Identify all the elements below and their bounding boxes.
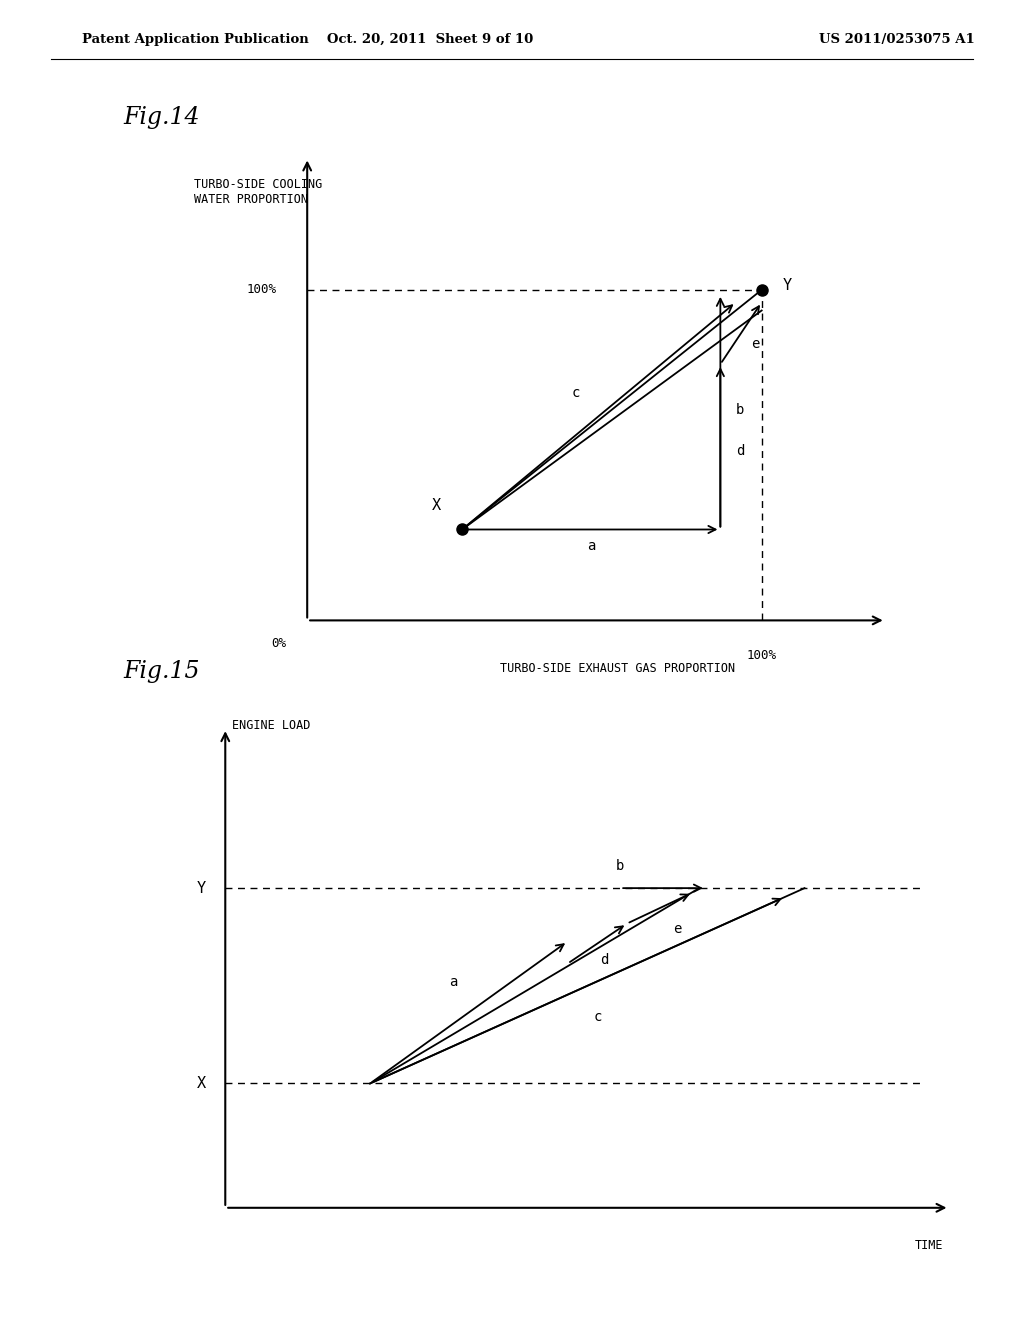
Text: TURBO-SIDE COOLING
WATER PROPORTION: TURBO-SIDE COOLING WATER PROPORTION [194, 178, 322, 206]
Text: a: a [587, 539, 595, 553]
Text: 100%: 100% [746, 649, 776, 663]
Text: US 2011/0253075 A1: US 2011/0253075 A1 [819, 33, 975, 46]
Text: 100%: 100% [246, 284, 276, 296]
Text: Y: Y [782, 279, 792, 293]
Text: c: c [594, 1010, 602, 1024]
Text: ENGINE LOAD: ENGINE LOAD [231, 719, 310, 733]
Text: e: e [752, 337, 760, 351]
Text: 0%: 0% [271, 638, 287, 649]
Text: Fig.14: Fig.14 [123, 106, 200, 128]
Text: TIME: TIME [914, 1239, 943, 1251]
Text: d: d [736, 444, 744, 458]
Text: b: b [736, 403, 744, 417]
Text: Y: Y [197, 880, 206, 895]
Text: Oct. 20, 2011  Sheet 9 of 10: Oct. 20, 2011 Sheet 9 of 10 [327, 33, 534, 46]
Text: c: c [571, 387, 580, 400]
Text: d: d [600, 953, 609, 966]
Text: e: e [673, 921, 681, 936]
Text: X: X [432, 498, 441, 513]
Text: b: b [616, 859, 625, 874]
Text: Fig.15: Fig.15 [123, 660, 200, 682]
Text: TURBO-SIDE EXHAUST GAS PROPORTION: TURBO-SIDE EXHAUST GAS PROPORTION [500, 661, 734, 675]
Text: X: X [197, 1076, 206, 1090]
Text: a: a [450, 974, 458, 989]
Text: Patent Application Publication: Patent Application Publication [82, 33, 308, 46]
